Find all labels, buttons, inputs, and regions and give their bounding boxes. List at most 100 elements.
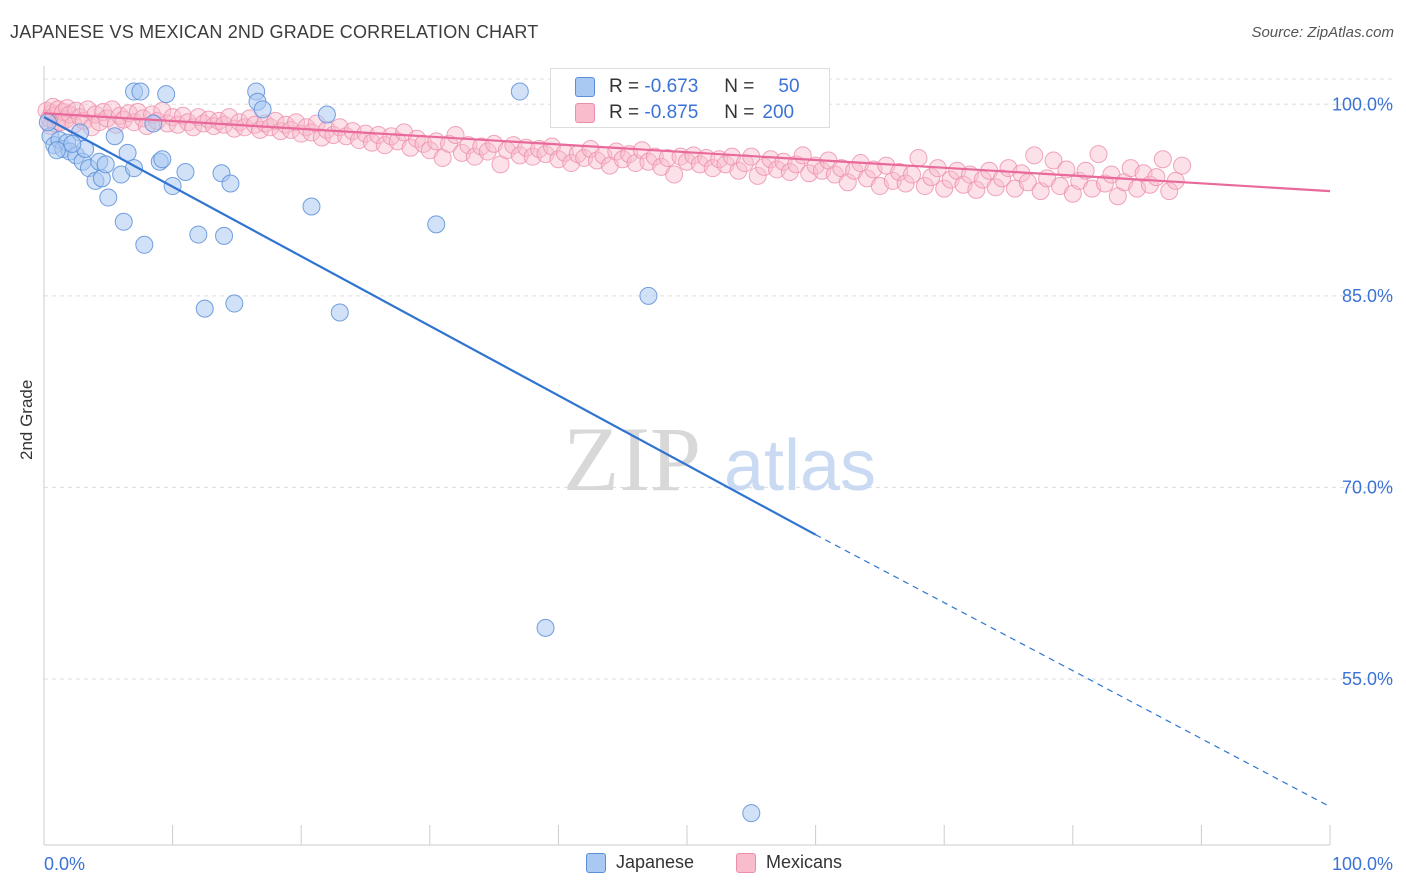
japanese-point-41 (330, 303, 349, 322)
mexicans-point-176 (1025, 146, 1044, 165)
stats-legend-box: R = -0.673 N = 50 R = -0.875 N = 200 (550, 68, 830, 128)
x-tick-label-0: 0.0% (44, 854, 85, 874)
stats-row-japanese: R = -0.673 N = 50 (575, 75, 800, 99)
japanese-point-38 (253, 100, 272, 119)
mexicans-point-50 (235, 118, 254, 137)
japanese-point-47 (47, 141, 66, 160)
legend-mexicans-label: Mexicans (766, 852, 843, 872)
japanese-point-44 (536, 618, 555, 637)
mexicans-point-130 (729, 161, 748, 180)
mexicans-n-label: N = (724, 102, 755, 123)
mexicans-trend-line (43, 112, 1331, 193)
japanese-point-18 (114, 212, 133, 231)
japanese-point-16 (105, 127, 124, 146)
mexicans-swatch (575, 103, 595, 123)
japanese-n-label: N = (724, 76, 755, 97)
mexicans-point-147 (838, 173, 857, 192)
japanese-n-value: 50 (778, 76, 800, 97)
japanese-swatch (575, 77, 595, 97)
japanese-point-30 (189, 225, 208, 244)
source-label: Source: ZipAtlas.com (1251, 24, 1394, 41)
legend-item-japanese[interactable]: Japanese (586, 852, 694, 873)
legend-item-mexicans[interactable]: Mexicans (736, 852, 842, 873)
mexicans-point-133 (748, 166, 767, 185)
y-tick-label-3: 100.0% (1332, 94, 1393, 114)
japanese-point-46 (742, 804, 761, 823)
japanese-r-value: -0.673 (644, 76, 699, 97)
y-tick-label-2: 85.0% (1342, 286, 1393, 306)
mexicans-point-120 (665, 165, 684, 184)
japanese-point-39 (302, 197, 321, 216)
chart-title: JAPANESE VS MEXICAN 2ND GRADE CORRELATIO… (10, 22, 539, 42)
x-tick-label-1: 100.0% (1332, 854, 1393, 874)
japanese-point-27 (157, 85, 176, 104)
mexicans-point-184 (1076, 161, 1095, 180)
stats-row-mexicans: R = -0.875 N = 200 (575, 101, 794, 125)
mexicans-point-91 (478, 142, 497, 161)
mexicans-r-label: R = (609, 102, 640, 123)
japanese-trend-line (43, 116, 817, 536)
mexicans-point-96 (510, 146, 529, 165)
japanese-point-40 (317, 105, 336, 124)
mexicans-point-56 (266, 111, 285, 130)
japanese-trend-extension (815, 534, 1331, 808)
mexicans-point-131 (735, 154, 754, 173)
mexicans-point-158 (909, 148, 928, 167)
mexicans-point-167 (967, 180, 986, 199)
mexicans-point-119 (658, 148, 677, 167)
mexicans-point-47 (220, 108, 239, 127)
japanese-point-34 (221, 174, 240, 193)
mexicans-point-85 (440, 134, 459, 153)
legend-japanese-label: Japanese (616, 852, 695, 872)
mexicans-point-117 (645, 147, 664, 166)
legend-mexicans-swatch (736, 852, 756, 873)
mexicans-n-value: 200 (762, 102, 795, 123)
japanese-point-22 (131, 82, 150, 101)
japanese-r-label: R = (609, 76, 640, 97)
mexicans-point-181 (1057, 160, 1076, 179)
japanese-point-42 (427, 215, 446, 234)
mexicans-point-171 (993, 169, 1012, 188)
watermark: ZIP atlas (563, 408, 876, 510)
mexicans-point-159 (915, 177, 934, 196)
tick-labels: 55.0% 70.0% 85.0% 100.0% 0.0% 100.0% (44, 94, 1393, 874)
y-tick-label-1: 70.0% (1342, 477, 1393, 497)
mexicans-point-156 (896, 174, 915, 193)
mexicans-point-186 (1089, 145, 1108, 164)
mexicans-r-value: -0.875 (644, 102, 699, 123)
japanese-point-14 (96, 155, 115, 174)
mexicans-point-195 (1147, 168, 1166, 187)
trend-lines (43, 112, 1331, 808)
japanese-point-15 (99, 188, 118, 207)
japanese-point-33 (215, 226, 234, 245)
mexicans-point-60 (287, 113, 306, 132)
japanese-point-31 (195, 299, 214, 318)
japanese-point-26 (153, 150, 172, 169)
mexicans-point-197 (1160, 182, 1179, 201)
mexicans-point-160 (922, 168, 941, 187)
mexicans-point-199 (1173, 156, 1192, 175)
mexicans-point-196 (1153, 150, 1172, 169)
y-tick-label-0: 55.0% (1342, 669, 1393, 689)
mexicans-point-162 (935, 179, 954, 198)
japanese-point-48 (63, 134, 82, 153)
watermark-zip: ZIP (563, 408, 701, 510)
mexicans-point-62 (297, 118, 316, 137)
mexicans-point-179 (1044, 151, 1063, 170)
japanese-point-23 (135, 235, 154, 254)
bottom-legend: Japanese Mexicans (0, 852, 1406, 878)
watermark-atlas: atlas (724, 426, 876, 506)
mexicans-point-138 (780, 162, 799, 181)
japanese-point-45 (639, 286, 658, 305)
mexicans-point-170 (986, 178, 1005, 197)
mexicans-point-187 (1095, 174, 1114, 193)
mexicans-point-88 (459, 136, 478, 155)
japanese-point-43 (510, 82, 529, 101)
legend-japanese-swatch (586, 852, 606, 873)
axes (43, 66, 1331, 846)
y-axis-label: 2nd Grade (17, 379, 36, 460)
japanese-point-24 (144, 114, 163, 133)
japanese-point-29 (176, 162, 195, 181)
japanese-point-35 (225, 294, 244, 313)
